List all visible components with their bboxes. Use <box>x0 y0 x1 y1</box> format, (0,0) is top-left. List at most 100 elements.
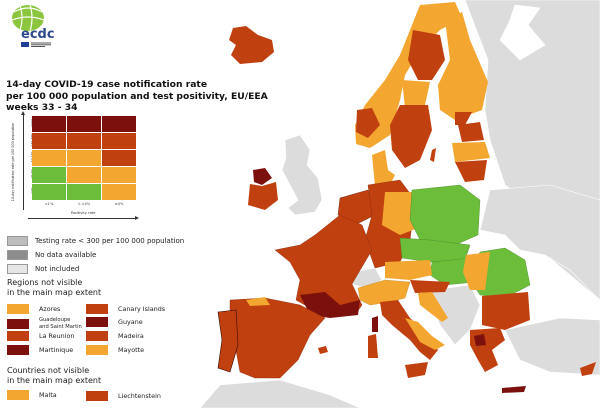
combined-indicator-matrix: 14-day notification rate per 100 000 pop… <box>6 111 139 220</box>
italy-north <box>357 279 411 306</box>
matrix-cell <box>67 116 101 132</box>
norway <box>355 2 462 148</box>
sweden-mid <box>402 80 430 108</box>
northern-ireland <box>253 168 272 185</box>
region-swatch <box>86 304 108 314</box>
matrix-cell <box>32 167 66 183</box>
countries-heading: Countries not visible in the main map ex… <box>7 366 101 386</box>
region-guadeloupe: Guadeloupe and Saint Martin <box>7 317 82 330</box>
greece <box>470 328 505 372</box>
region-la-reunion: La Reunion <box>7 331 74 341</box>
globe-icon: ecdc <box>11 4 55 47</box>
matrix-cell <box>32 133 66 149</box>
map-title: 14-day COVID-19 case notification rate p… <box>6 79 268 114</box>
legend-label: Not included <box>35 265 80 273</box>
country-label: Malta <box>39 390 57 399</box>
not-included-areas <box>199 0 600 408</box>
region-mayotte: Mayotte <box>86 345 144 355</box>
legend-not-included: Not included <box>7 264 79 274</box>
germany-east-orange <box>382 192 418 235</box>
legend-testing-rate: Testing rate < 300 per 100 000 populatio… <box>7 236 184 246</box>
region-label: La Reunion <box>39 331 75 340</box>
region-martinique: Martinique <box>7 345 73 355</box>
sardinia <box>368 334 378 358</box>
region-guyane: Guyane <box>86 317 143 327</box>
matrix-cell <box>67 167 101 183</box>
croatia-coast <box>418 292 448 322</box>
italy <box>380 300 438 360</box>
region-madeira: Madeira <box>86 331 144 341</box>
title-line-3: weeks 33 - 34 <box>6 102 78 113</box>
title-line-2: per 100 000 population and test positivi… <box>6 90 268 102</box>
region-label: Guyane <box>118 317 143 326</box>
portugal <box>217 309 239 373</box>
austria <box>385 260 432 280</box>
regions-heading: Regions not visible in the main map exte… <box>7 278 101 298</box>
region-swatch <box>7 318 29 329</box>
italy-east-orange <box>405 318 445 350</box>
cyprus <box>580 362 596 376</box>
norway-south-red <box>356 108 380 138</box>
balearic <box>318 346 328 354</box>
column-label: 1-<4% <box>77 202 91 206</box>
country-swatch <box>7 390 29 400</box>
countries-heading-line-1: Countries not visible <box>7 366 90 375</box>
region-label: Martinique <box>39 345 74 354</box>
region-swatch <box>86 345 108 355</box>
region-label-line-2: and Saint Martin <box>39 323 82 330</box>
ireland <box>248 182 278 210</box>
netherlands-belgium <box>337 189 376 226</box>
regions-heading-line-2: in the main map extent <box>7 288 102 297</box>
france-south-dark <box>300 292 360 318</box>
country-label: Liechtenstein <box>118 391 161 400</box>
estonia <box>458 122 484 142</box>
matrix-cell <box>102 167 136 183</box>
matrix-cell <box>102 133 136 149</box>
bulgaria <box>482 292 530 330</box>
legend-swatch <box>7 250 28 260</box>
svg-text:ecdc: ecdc <box>21 27 55 42</box>
column-label: ≥4% <box>114 202 124 206</box>
region-swatch <box>86 331 108 341</box>
legend-label: Testing rate < 300 per 100 000 populatio… <box>35 237 185 245</box>
x-axis-arrow <box>28 216 139 220</box>
greece-dark <box>474 334 486 346</box>
finland <box>438 12 488 120</box>
region-swatch <box>86 317 108 327</box>
legend-label: No data available <box>35 251 97 259</box>
finland-south-red <box>455 112 472 125</box>
matrix-cell <box>67 133 101 149</box>
latvia <box>452 142 490 162</box>
region-label: Canary Islands <box>118 304 166 313</box>
matrix-cell <box>102 150 136 166</box>
sweden-north <box>408 30 445 80</box>
regions-heading-line-1: Regions not visible <box>7 278 83 287</box>
lithuania <box>455 160 487 182</box>
crete <box>502 386 526 393</box>
region-swatch <box>7 345 29 355</box>
matrix-cell <box>102 116 136 132</box>
iceland <box>229 26 274 64</box>
matrix-cell <box>67 150 101 166</box>
uk-area <box>281 134 323 216</box>
kola-white-sea <box>499 4 546 61</box>
matrix-cell <box>32 150 66 166</box>
country-swatch <box>86 391 108 401</box>
region-swatch <box>7 331 29 341</box>
legend-swatch <box>7 236 28 246</box>
matrix-cell <box>32 116 66 132</box>
turkey <box>504 317 600 376</box>
denmark <box>372 150 395 186</box>
matrix-cell <box>102 184 136 200</box>
region-label: Guadeloupe and Saint Martin <box>39 317 82 330</box>
north-africa <box>199 379 361 408</box>
sweden-south <box>390 105 432 168</box>
column-label: <1% <box>44 202 54 206</box>
gotland <box>430 148 436 162</box>
region-label: Azores <box>39 304 61 313</box>
belarus-ukraine <box>479 184 600 301</box>
y-axis-label: 14-day notification rate per 100 000 pop… <box>11 122 15 202</box>
legend-swatch <box>7 264 28 274</box>
sicily <box>405 362 428 378</box>
legend-no-data: No data available <box>7 250 96 260</box>
